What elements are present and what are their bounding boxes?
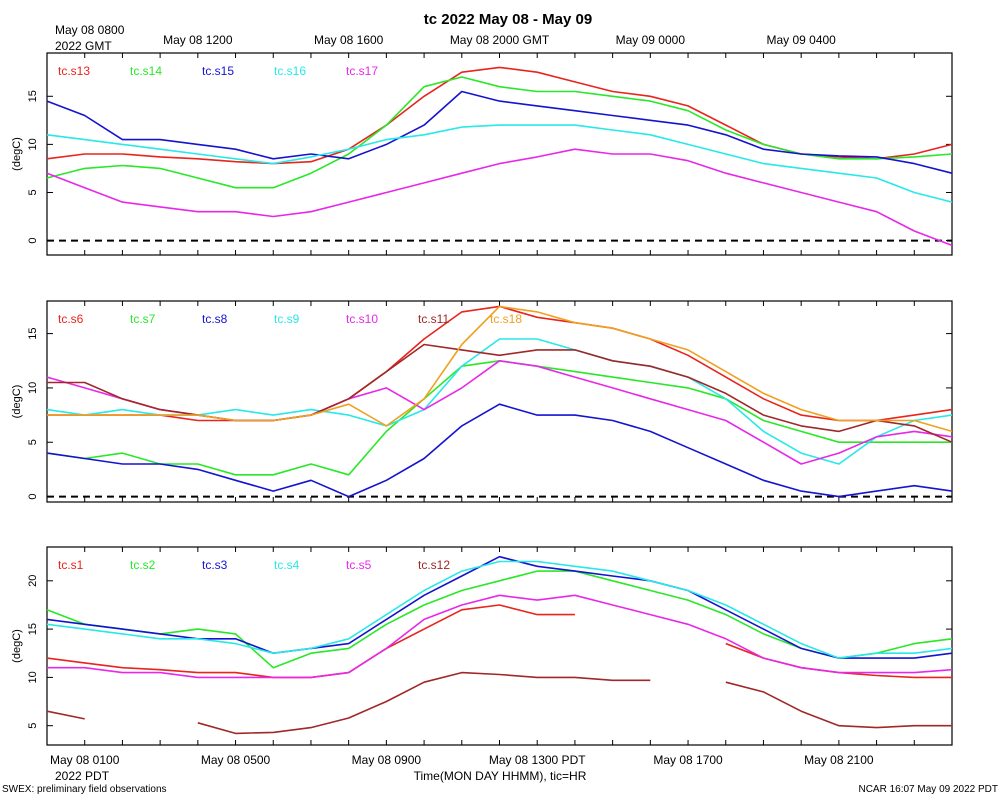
y-tick-label: 5 bbox=[27, 189, 39, 195]
series-line-tc-s2 bbox=[46, 570, 953, 669]
legend-tc-s12: tc.s12 bbox=[418, 558, 450, 572]
legend-tc-s9: tc.s9 bbox=[274, 312, 300, 326]
series-line-tc-s11 bbox=[47, 343, 953, 443]
legend-tc-s4: tc.s4 bbox=[274, 558, 300, 572]
top-time-tick-label: May 08 2000 GMT bbox=[450, 33, 550, 47]
legend-tc-s13: tc.s13 bbox=[58, 64, 90, 78]
legend-tc-s11: tc.s11 bbox=[418, 312, 449, 326]
series-line-tc-s15 bbox=[46, 90, 953, 174]
series-line-tc-s17 bbox=[46, 148, 953, 247]
y-tick-label: 10 bbox=[27, 671, 39, 683]
series-line-tc-s9 bbox=[46, 338, 953, 465]
series-line-tc-s5 bbox=[47, 594, 953, 679]
series-line-tc-s18 bbox=[47, 305, 953, 433]
top-axis-first-label: May 08 0800 bbox=[55, 23, 125, 37]
top-time-tick-label: May 08 1200 bbox=[163, 33, 233, 47]
bottom-time-tick-label: May 08 1700 bbox=[653, 753, 723, 767]
plot-frame bbox=[46, 300, 953, 503]
y-tick-label: 20 bbox=[27, 575, 39, 587]
bottom-time-tick-label: May 08 1300 PDT bbox=[489, 753, 586, 767]
series-line-tc-s3 bbox=[46, 555, 953, 659]
y-tick-label: 15 bbox=[27, 623, 39, 635]
y-tick-label: 10 bbox=[27, 382, 39, 394]
legend-tc-s8: tc.s8 bbox=[202, 312, 228, 326]
y-axis-label: (degC) bbox=[11, 629, 23, 663]
legend-tc-s6: tc.s6 bbox=[58, 312, 84, 326]
bottom-time-tick-label: May 08 0500 bbox=[201, 753, 271, 767]
panel-2: 0 5 10 15 (degC) tc.s6 tc.s7 tc.s8 tc.s9 tc.s10 tc… bbox=[11, 300, 953, 503]
series-line-tc-s1 bbox=[46, 604, 952, 679]
top-axis-zone-label: 2022 GMT bbox=[55, 39, 112, 53]
panel-1: 0 5 10 15 (degC) May 08 1200 May 08 1600 May 08… bbox=[11, 33, 953, 256]
y-axis-label: (degC) bbox=[11, 385, 23, 419]
legend-tc-s1: tc.s1 bbox=[58, 558, 84, 572]
x-axis-title: Time(MON DAY HHMM), tic=HR bbox=[414, 769, 587, 783]
bottom-time-tick-label: May 08 0100 bbox=[50, 753, 120, 767]
y-tick-label: 0 bbox=[27, 494, 39, 500]
legend-tc-s18: tc.s18 bbox=[490, 312, 522, 326]
y-tick-label: 0 bbox=[27, 238, 39, 244]
y-tick-label: 5 bbox=[27, 723, 39, 729]
y-tick-label: 15 bbox=[27, 90, 39, 102]
series-line-tc-s13 bbox=[46, 66, 953, 165]
series-line-tc-s12 bbox=[46, 671, 952, 735]
panel-3: 5 10 15 20 (degC) May 08 0100 May 08 0500 May 0… bbox=[11, 546, 953, 767]
top-time-tick-label: May 09 0000 bbox=[616, 33, 686, 47]
bottom-time-tick-label: May 08 2100 bbox=[804, 753, 874, 767]
y-axis-label: (degC) bbox=[11, 137, 23, 171]
series-line-tc-s4 bbox=[46, 560, 953, 659]
legend-tc-s16: tc.s16 bbox=[274, 64, 306, 78]
footer-right-stamp: NCAR 16:07 May 09 2022 PDT bbox=[858, 784, 998, 795]
legend-tc-s5: tc.s5 bbox=[346, 558, 372, 572]
legend-tc-s7: tc.s7 bbox=[130, 312, 156, 326]
legend-tc-s17: tc.s17 bbox=[346, 64, 378, 78]
plot-frame bbox=[46, 546, 953, 746]
legend-tc-s3: tc.s3 bbox=[202, 558, 228, 572]
top-time-tick-label: May 08 1600 bbox=[314, 33, 384, 47]
legend-tc-s15: tc.s15 bbox=[202, 64, 234, 78]
legend-tc-s2: tc.s2 bbox=[130, 558, 156, 572]
legend-tc-s14: tc.s14 bbox=[130, 64, 162, 78]
y-tick-label: 5 bbox=[27, 439, 39, 445]
footer-left-note: SWEX: preliminary field observations bbox=[2, 784, 167, 795]
series-line-tc-s16 bbox=[46, 124, 953, 203]
chart-title: tc 2022 May 08 - May 09 bbox=[424, 11, 592, 28]
series-line-tc-s8 bbox=[46, 403, 953, 498]
legend-tc-s10: tc.s10 bbox=[346, 312, 378, 326]
top-time-tick-label: May 09 0400 bbox=[766, 33, 836, 47]
bottom-axis-zone-label: 2022 PDT bbox=[55, 769, 110, 783]
y-tick-label: 15 bbox=[27, 327, 39, 339]
y-tick-label: 10 bbox=[27, 138, 39, 150]
bottom-time-tick-label: May 08 0900 bbox=[352, 753, 422, 767]
